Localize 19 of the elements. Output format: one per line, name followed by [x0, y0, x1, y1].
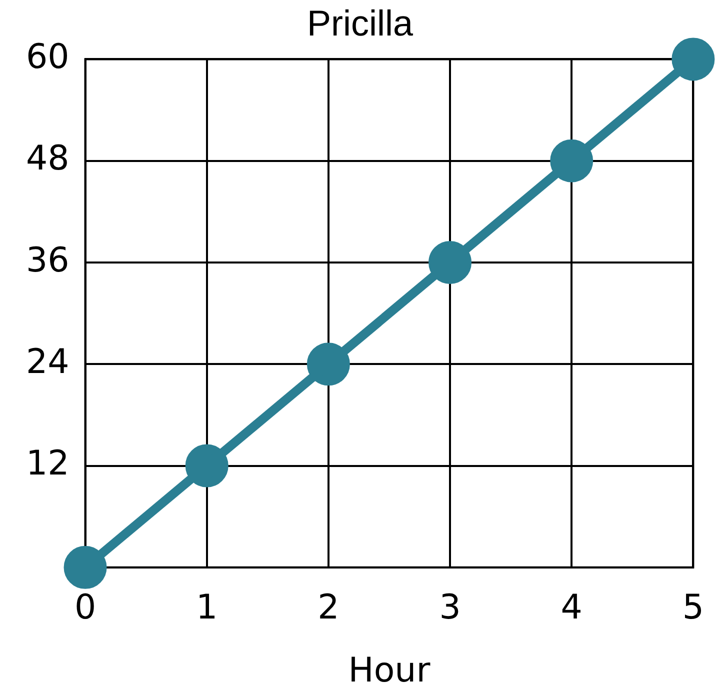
x-tick-label: 1	[196, 588, 218, 628]
x-tick-label: 4	[560, 588, 582, 628]
x-tick-label: 3	[439, 588, 461, 628]
y-tick-label: 36	[26, 240, 70, 280]
point	[428, 240, 472, 284]
y-tick-label: 12	[26, 444, 70, 484]
y-tick-label: 48	[26, 138, 70, 179]
x-tick-label: 0	[74, 588, 96, 628]
point	[185, 444, 228, 488]
point	[64, 546, 107, 589]
x-axis-title: Hour	[348, 650, 430, 690]
y-tick-label: 24	[26, 342, 70, 382]
point	[672, 38, 715, 81]
y-tick-label: 60	[26, 37, 70, 78]
x-tick-label: 5	[682, 588, 704, 628]
point	[306, 342, 350, 386]
x-tick-label: 2	[318, 588, 340, 628]
chart-title: Pricilla	[306, 2, 414, 44]
point	[550, 139, 594, 182]
